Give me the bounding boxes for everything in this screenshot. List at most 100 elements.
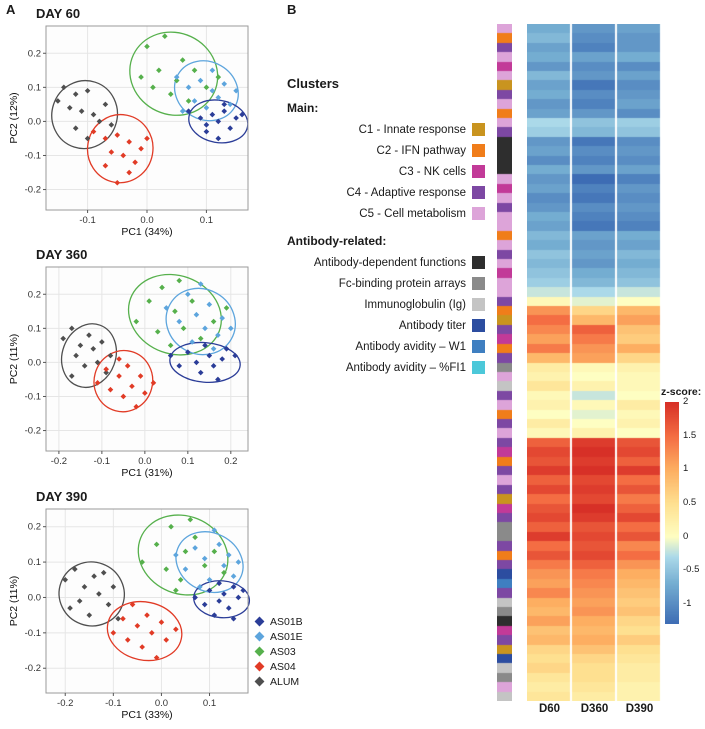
cluster-color-swatch	[472, 207, 485, 220]
panel-a-label: A	[6, 2, 16, 17]
colorbar-title: z-score:	[661, 386, 702, 398]
colorbar-tick-label: 1.5	[683, 429, 697, 441]
cluster-color-swatch	[472, 319, 485, 332]
colorbar-tick-label: 1	[683, 463, 689, 475]
cluster-legend-item-c4: C4 - Adaptive response	[287, 182, 485, 203]
cluster-color-swatch	[472, 361, 485, 374]
clusters-legend: Clusters Main: C1 - Innate response C2 - …	[287, 76, 485, 378]
svg-text:0.1: 0.1	[28, 82, 41, 93]
clusters-antibody-heading: Antibody-related:	[287, 234, 387, 248]
cluster-color-swatch	[472, 165, 485, 178]
cluster-legend-item-adf: Antibody-dependent functions	[287, 252, 485, 273]
svg-text:-0.1: -0.1	[94, 456, 110, 467]
colorbar-tick-label: -1	[683, 597, 692, 609]
svg-text:0.0: 0.0	[138, 456, 151, 467]
pca-plot-day360-canvas: -0.2 -0.1 0.0 0.1 0.2 -0.2 -0.1 0.0 0.1 0.2 PC1 (3…	[6, 263, 258, 486]
legend-diamond-icon	[254, 631, 265, 642]
legend-item-label: AS04	[270, 660, 296, 673]
svg-text:-0.2: -0.2	[25, 426, 41, 437]
cluster-item-label: Antibody-dependent functions	[313, 256, 466, 269]
panel-b-label: B	[287, 2, 297, 17]
legend-item-label: AS03	[270, 645, 296, 658]
svg-text:PC1 (31%): PC1 (31%)	[121, 467, 172, 479]
svg-text:0.0: 0.0	[28, 357, 41, 368]
cluster-color-swatch	[472, 340, 485, 353]
legend-item-label: AS01B	[270, 615, 303, 628]
svg-text:0.2: 0.2	[28, 522, 41, 533]
legend-item-as01b: AS01B	[254, 614, 303, 629]
svg-text:-0.1: -0.1	[105, 698, 121, 709]
svg-text:0.1: 0.1	[28, 323, 41, 334]
cluster-item-label: C4 - Adaptive response	[346, 186, 466, 199]
adjuvant-legend: AS01B AS01E AS03 AS04 ALUM	[254, 614, 303, 689]
svg-text:0.0: 0.0	[28, 116, 41, 127]
clusters-main-items: C1 - Innate response C2 - IFN pathway C3 -…	[287, 119, 485, 224]
colorbar-tick-label: 0	[683, 530, 689, 542]
legend-item-as03: AS03	[254, 644, 303, 659]
cluster-legend-item-c5: C5 - Cell metabolism	[287, 203, 485, 224]
legend-item-label: ALUM	[270, 675, 300, 688]
cluster-legend-item-fc: Fc-binding protein arrays	[287, 273, 485, 294]
cluster-legend-item-w1: Antibody avidity – W1	[287, 336, 485, 357]
svg-text:-0.1: -0.1	[25, 391, 41, 402]
svg-text:-0.2: -0.2	[25, 185, 41, 196]
cluster-item-label: Antibody titer	[398, 319, 466, 332]
svg-text:PC2 (11%): PC2 (11%)	[8, 334, 20, 385]
cluster-item-label: C5 - Cell metabolism	[359, 207, 466, 220]
svg-text:-0.2: -0.2	[25, 663, 41, 674]
plot-title-day390: DAY 390	[36, 489, 88, 504]
pca-plot-day60-canvas: -0.1 0.0 0.1 -0.2 -0.1 0.0 0.1 0.2 PC1 (34%) PC2 …	[6, 22, 258, 245]
cluster-legend-item-titer: Antibody titer	[287, 315, 485, 336]
cluster-color-swatch	[472, 298, 485, 311]
heatmap-col-label-d390: D390	[625, 703, 654, 715]
svg-text:-0.1: -0.1	[25, 628, 41, 639]
svg-text:PC1 (34%): PC1 (34%)	[121, 226, 172, 238]
legend-diamond-icon	[254, 676, 265, 687]
clusters-heading: Clusters	[287, 76, 340, 91]
legend-item-label: AS01E	[270, 630, 303, 643]
cluster-item-label: C3 - NK cells	[398, 165, 466, 178]
cluster-color-swatch	[472, 277, 485, 290]
cluster-color-swatch	[472, 144, 485, 157]
cluster-legend-item-fi1: Antibody avidity – %FI1	[287, 357, 485, 378]
legend-diamond-icon	[254, 616, 265, 627]
pca-plot-day60: DAY 60 -0.1 0.0 0.1 -0.2 -0.1 0.0 0.1 0.2 PC1 (3…	[6, 6, 258, 245]
plot-title-day60: DAY 60	[36, 6, 81, 21]
svg-text:0.2: 0.2	[28, 48, 41, 59]
svg-text:0.1: 0.1	[203, 698, 216, 709]
legend-diamond-icon	[254, 661, 265, 672]
colorbar-tick-label: 2	[683, 396, 689, 407]
svg-text:0.0: 0.0	[140, 215, 153, 226]
svg-text:-0.1: -0.1	[25, 150, 41, 161]
colorbar-tick-label: -0.5	[683, 564, 700, 576]
scatter-svg: -0.2 -0.1 0.0 0.1 0.2 -0.2 -0.1 0.0 0.1 0.2 PC1 (3…	[8, 266, 249, 479]
cluster-color-swatch	[472, 186, 485, 199]
svg-text:0.1: 0.1	[181, 456, 194, 467]
svg-text:PC2 (12%): PC2 (12%)	[8, 92, 20, 143]
cluster-legend-item-ig: Immunoglobulin (Ig)	[287, 294, 485, 315]
cluster-legend-item-c2: C2 - IFN pathway	[287, 140, 485, 161]
cluster-item-label: Fc-binding protein arrays	[338, 277, 466, 290]
cluster-item-label: Immunoglobulin (Ig)	[364, 298, 466, 311]
cluster-item-label: Antibody avidity – W1	[355, 340, 466, 353]
svg-text:-0.1: -0.1	[79, 215, 95, 226]
clusters-main-heading: Main:	[287, 101, 319, 115]
scatter-svg: -0.2 -0.1 0.0 0.1 -0.2 -0.1 0.0 0.1 0.2 PC1 (33%)…	[8, 508, 251, 721]
cluster-color-swatch	[472, 123, 485, 136]
scatter-svg: -0.1 0.0 0.1 -0.2 -0.1 0.0 0.1 0.2 PC1 (34%) PC2 …	[8, 25, 249, 238]
svg-text:0.0: 0.0	[28, 592, 41, 603]
cluster-item-label: Antibody avidity – %FI1	[345, 361, 466, 374]
legend-diamond-icon	[254, 646, 265, 657]
cluster-item-label: C1 - Innate response	[358, 123, 466, 136]
svg-text:-0.2: -0.2	[57, 698, 73, 709]
heatmap-canvas	[527, 24, 662, 701]
colorbar	[665, 402, 679, 624]
cluster-item-label: C2 - IFN pathway	[376, 144, 466, 157]
legend-item-as04: AS04	[254, 659, 303, 674]
heatmap-col-label-d360: D360	[580, 703, 609, 715]
colorbar-tick-label: 0.5	[683, 496, 697, 508]
heatmap-col-label-d60: D60	[538, 703, 561, 715]
legend-item-as01e: AS01E	[254, 629, 303, 644]
pca-plot-day390-canvas: -0.2 -0.1 0.0 0.1 -0.2 -0.1 0.0 0.1 0.2 PC1 (33%)…	[6, 505, 258, 728]
